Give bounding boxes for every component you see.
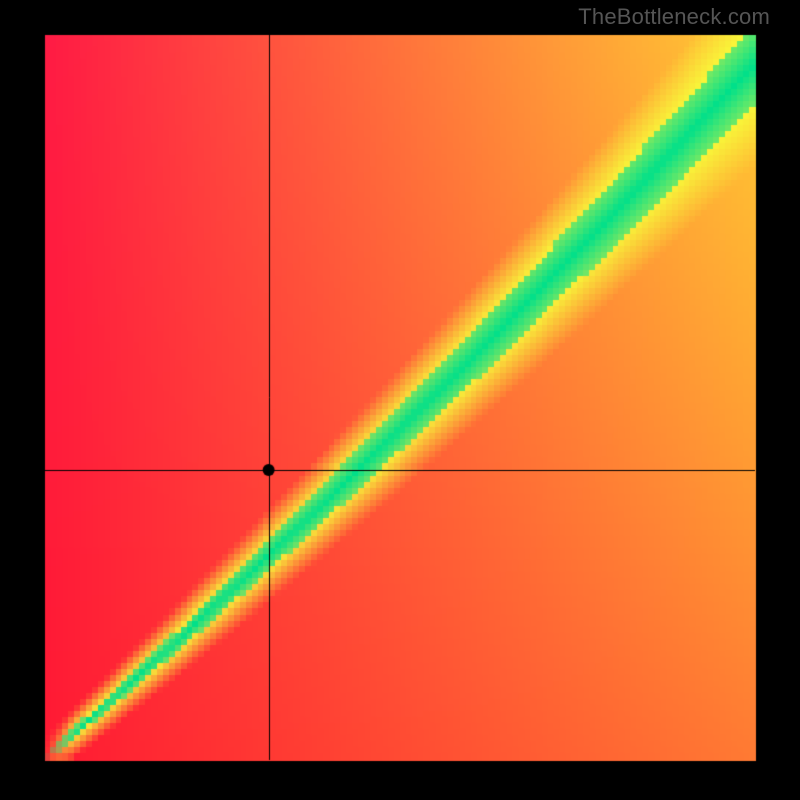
watermark-text: TheBottleneck.com <box>578 4 770 30</box>
bottleneck-heatmap-canvas <box>0 0 800 800</box>
chart-container: TheBottleneck.com <box>0 0 800 800</box>
